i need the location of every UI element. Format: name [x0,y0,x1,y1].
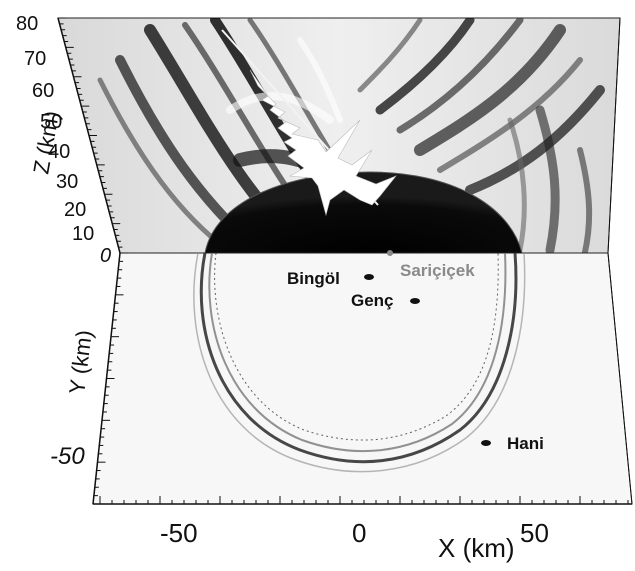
z-tick-label: 0 [100,245,111,267]
location-genc: Genç [351,291,420,310]
z-tick-label: 20 [64,199,86,221]
x-tick-label: 50 [520,518,549,548]
x-tick-label: 0 [352,518,366,548]
z-tick-label: 80 [16,13,38,35]
z-tick-label: 10 [72,223,94,245]
location-bingol: Bingöl [287,269,374,288]
location-label: Hani [507,434,544,453]
y-tick-label: -50 [50,443,85,470]
wavefield-map-image [193,253,526,473]
location-hani: Hani [481,434,544,453]
z-tick-label: 40 [48,141,70,163]
vertical-section-panel [57,17,621,254]
z-tick-label: 50 [40,111,62,133]
epicenter-marker [387,250,393,256]
y-axis [92,252,128,505]
map-plane-panel [92,250,633,505]
location-saricicek: Sariçiçek [400,261,475,280]
x-axis-title: X (km) [438,533,515,563]
wavefield-vertical-image [97,18,605,253]
z-tick-label: 60 [32,80,54,102]
x-axis [93,496,632,505]
location-label: Sariçiçek [400,261,475,280]
y-axis-title: Y (km) [64,329,97,396]
location-label: Bingöl [287,269,340,288]
rupture-spikes [249,69,397,217]
z-axis [57,17,128,254]
z-tick-label: 70 [24,48,46,70]
x-tick-label: -50 [160,518,198,548]
location-label: Genç [351,291,394,310]
z-tick-label: 30 [56,171,78,193]
